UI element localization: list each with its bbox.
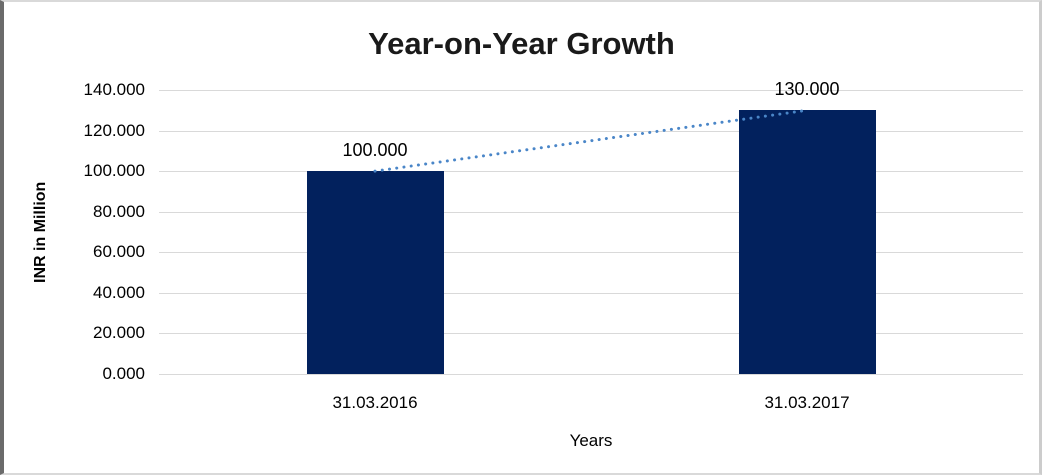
- gridline: [159, 171, 1023, 173]
- x-tick-label: 31.03.2016: [332, 393, 418, 412]
- y-tick-label: 20.000: [93, 323, 145, 343]
- gridline: [159, 130, 1023, 132]
- bar-31.03.2017: [738, 110, 876, 374]
- y-tick-label: 0.000: [102, 364, 145, 383]
- gridline: [159, 90, 1023, 91]
- bar-value-label: 100.000: [342, 140, 408, 161]
- y-tick-label: 40.000: [93, 282, 145, 302]
- gridline: [159, 252, 1023, 254]
- y-tick-label: 100.000: [83, 161, 145, 181]
- y-tick-label: 120.000: [83, 120, 145, 140]
- x-axis-title: Years: [569, 431, 613, 450]
- y-tick-label: 60.000: [93, 242, 145, 262]
- chart-title: Year-on-Year Growth: [368, 26, 675, 61]
- y-tick-label: 140.000: [83, 80, 145, 99]
- gridline: [159, 333, 1023, 335]
- bar-value-label: 130.000: [774, 79, 840, 100]
- x-tick-label: 31.03.2017: [764, 393, 850, 412]
- gridline: [159, 374, 1023, 375]
- plot-area: [159, 90, 1023, 375]
- bar-31.03.2016: [306, 171, 444, 374]
- y-tick-label: 80.000: [93, 201, 145, 221]
- gridline: [159, 292, 1023, 294]
- gridline: [159, 211, 1023, 213]
